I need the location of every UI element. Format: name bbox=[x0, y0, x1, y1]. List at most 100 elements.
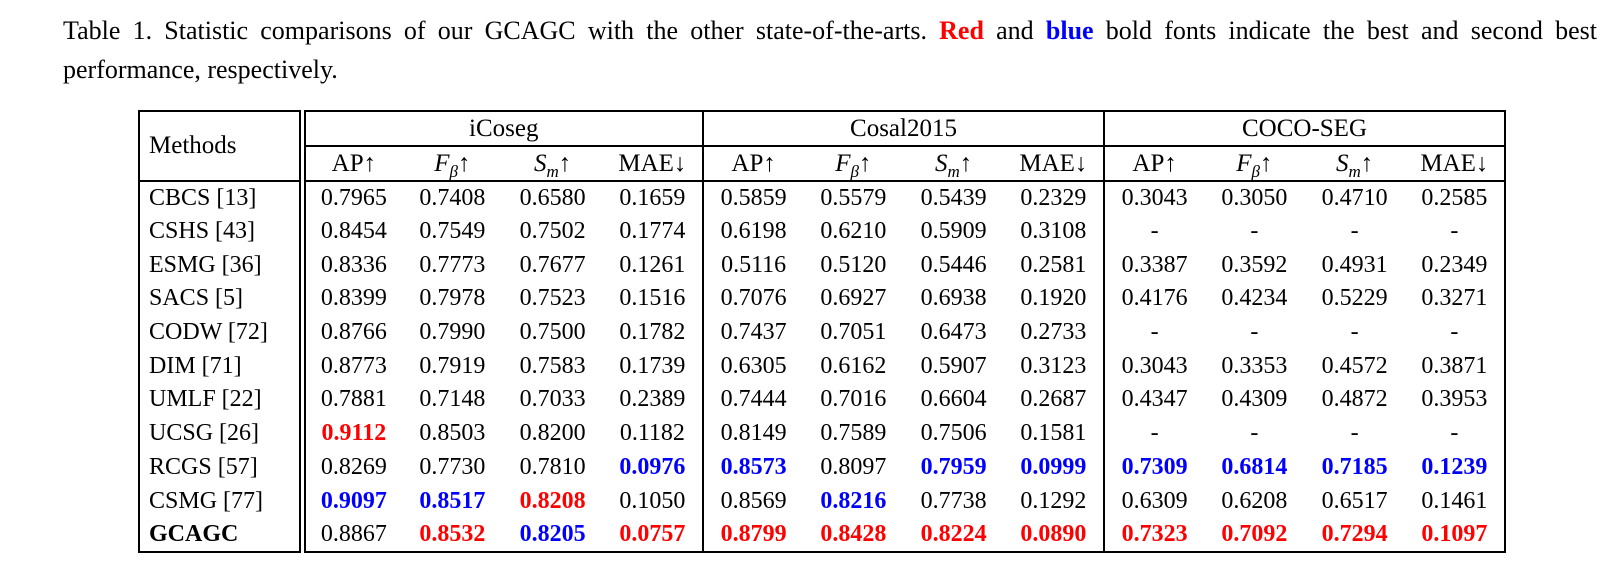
value-cell: 0.5229 bbox=[1321, 285, 1388, 312]
table-caption: Table 1. Statistic comparisons of our GC… bbox=[63, 11, 1597, 89]
value-cell: 0.1182 bbox=[619, 420, 685, 447]
value-cell: 0.8205 bbox=[519, 520, 586, 547]
value-cell: 0.8216 bbox=[820, 487, 887, 514]
value-cell: 0.2585 bbox=[1421, 184, 1488, 211]
value-cell: 0.1516 bbox=[619, 285, 686, 312]
method-cell: UCSG [26] bbox=[149, 420, 260, 447]
value-cell: 0.7500 bbox=[519, 319, 586, 346]
value-cell: 0.3271 bbox=[1421, 285, 1488, 312]
value-cell: 0.0890 bbox=[1020, 520, 1087, 547]
method-cell: CSHS [43] bbox=[149, 218, 256, 245]
value-cell: 0.7583 bbox=[519, 352, 586, 379]
value-cell: 0.7309 bbox=[1102, 450, 1205, 485]
group-header-coco-seg: COCO-SEG bbox=[1103, 111, 1505, 147]
caption-text-1: Table 1. Statistic comparisons of our GC… bbox=[63, 16, 940, 45]
value-cell: 0.1097 bbox=[1421, 520, 1488, 547]
metric-header-f-beta: Fβ↑ bbox=[402, 146, 503, 182]
value-cell: 0.5579 bbox=[820, 184, 887, 211]
value-cell: 0.7092 bbox=[1221, 520, 1288, 547]
table-row: GCAGC 0.8867 0.8532 0.8205 0.0757 0.8799 0.842… bbox=[139, 517, 1505, 552]
value-cell: 0.5439 bbox=[920, 184, 987, 211]
value-cell: 0.2581 bbox=[1020, 251, 1087, 278]
value-cell: 0.7919 bbox=[419, 352, 486, 379]
value-cell: 0.4347 bbox=[1102, 383, 1205, 417]
metric-header-s-m: Sm↑ bbox=[1304, 146, 1405, 182]
value-cell: 0.4710 bbox=[1321, 184, 1388, 211]
value-cell: 0.9112 bbox=[298, 416, 403, 451]
value-cell: - bbox=[1450, 319, 1459, 346]
caption-red-word: Red bbox=[939, 16, 984, 45]
metric-header-f-beta: Fβ↑ bbox=[803, 146, 904, 182]
value-cell: 0.3353 bbox=[1221, 352, 1288, 379]
metric-header-f-beta: Fβ↑ bbox=[1204, 146, 1305, 182]
table-row: UMLF [22] 0.7881 0.7148 0.7033 0.2389 0.7444 0… bbox=[139, 383, 1505, 417]
value-cell: 0.3871 bbox=[1421, 352, 1488, 379]
value-cell: 0.1261 bbox=[619, 251, 686, 278]
table-row: RCGS [57] 0.8269 0.7730 0.7810 0.0976 0.8573 0… bbox=[139, 450, 1505, 485]
value-cell: 0.8773 bbox=[298, 349, 403, 384]
method-cell: RCGS [57] bbox=[149, 453, 258, 480]
table-row: CSHS [43] 0.8454 0.7549 0.7502 0.1774 0.6198 0… bbox=[139, 214, 1505, 249]
value-cell: 0.1581 bbox=[1020, 420, 1087, 447]
value-cell: 0.8097 bbox=[820, 453, 887, 480]
value-cell: 0.6938 bbox=[920, 285, 987, 312]
table-row: CSMG [77] 0.9097 0.8517 0.8208 0.1050 0.8569 0… bbox=[139, 484, 1505, 518]
value-cell: - bbox=[1350, 319, 1359, 346]
metric-header-row: AP↑ Fβ↑ Sm↑ MAE↓ AP↑ Fβ↑ Sm↑ MAE↓ AP↑ Fβ↑ Sm↑ MAE↓ bbox=[139, 146, 1505, 182]
value-cell: 0.6210 bbox=[820, 218, 887, 245]
value-cell: 0.7016 bbox=[820, 386, 887, 413]
value-cell: 0.7959 bbox=[920, 453, 987, 480]
value-cell: 0.3953 bbox=[1421, 386, 1488, 413]
value-cell: 0.7437 bbox=[701, 315, 804, 350]
value-cell: 0.8336 bbox=[298, 248, 403, 283]
value-cell: 0.8224 bbox=[920, 520, 987, 547]
value-cell: 0.6517 bbox=[1321, 487, 1388, 514]
value-cell: 0.6309 bbox=[1102, 484, 1205, 518]
table-row: ESMG [36] 0.8336 0.7773 0.7677 0.1261 0.5116 0… bbox=[139, 248, 1505, 283]
value-cell: 0.6198 bbox=[701, 214, 804, 249]
value-cell: 0.8573 bbox=[701, 450, 804, 485]
value-cell: 0.1774 bbox=[619, 218, 686, 245]
value-cell: 0.7773 bbox=[419, 251, 486, 278]
value-cell: 0.7408 bbox=[419, 184, 486, 211]
value-cell: 0.7523 bbox=[519, 285, 586, 312]
value-cell: 0.9097 bbox=[298, 484, 403, 518]
metric-header-s-m: Sm↑ bbox=[903, 146, 1004, 182]
value-cell: - bbox=[1450, 218, 1459, 245]
value-cell: 0.1239 bbox=[1421, 453, 1488, 480]
value-cell: 0.7990 bbox=[419, 319, 486, 346]
value-cell: - bbox=[1350, 420, 1359, 447]
value-cell: 0.5907 bbox=[920, 352, 987, 379]
table-row: UCSG [26] 0.9112 0.8503 0.8200 0.1182 0.8149 0… bbox=[139, 416, 1505, 451]
value-cell: 0.2349 bbox=[1421, 251, 1488, 278]
value-cell: 0.7502 bbox=[519, 218, 586, 245]
value-cell: 0.7549 bbox=[419, 218, 486, 245]
value-cell: 0.8799 bbox=[701, 517, 804, 552]
caption-blue-word: blue bbox=[1045, 16, 1094, 45]
value-cell: 0.7810 bbox=[519, 453, 586, 480]
table-row: CBCS [13] 0.7965 0.7408 0.6580 0.1659 0.5859 0… bbox=[139, 181, 1505, 215]
metric-header-mae: MAE↓ bbox=[1404, 146, 1505, 182]
value-cell: 0.7323 bbox=[1102, 517, 1205, 552]
value-cell: 0.6473 bbox=[920, 319, 987, 346]
value-cell: 0.3043 bbox=[1102, 181, 1205, 215]
method-cell: CODW [72] bbox=[149, 319, 268, 346]
table-row: CODW [72] 0.8766 0.7990 0.7500 0.1782 0.7437 0… bbox=[139, 315, 1505, 350]
value-cell: 0.1292 bbox=[1020, 487, 1087, 514]
metric-header-s-m: Sm↑ bbox=[502, 146, 603, 182]
value-cell: 0.8428 bbox=[820, 520, 887, 547]
value-cell: 0.3592 bbox=[1221, 251, 1288, 278]
value-cell: 0.3108 bbox=[1020, 218, 1087, 245]
caption-text-2: and bbox=[983, 16, 1046, 45]
metric-header-mae: MAE↓ bbox=[1003, 146, 1104, 182]
value-cell: 0.5116 bbox=[701, 248, 804, 283]
group-header-row: Methods iCoseg Cosal2015 COCO-SEG bbox=[139, 111, 1505, 182]
value-cell: 0.3123 bbox=[1020, 352, 1087, 379]
value-cell: 0.7185 bbox=[1321, 453, 1388, 480]
caption-text-3: bold fonts indicate the best and second … bbox=[63, 16, 1598, 84]
value-cell: 0.6162 bbox=[820, 352, 887, 379]
value-cell: 0.0999 bbox=[1020, 453, 1087, 480]
method-cell: UMLF [22] bbox=[149, 386, 262, 413]
value-cell: 0.7148 bbox=[419, 386, 486, 413]
value-cell: 0.7730 bbox=[419, 453, 486, 480]
